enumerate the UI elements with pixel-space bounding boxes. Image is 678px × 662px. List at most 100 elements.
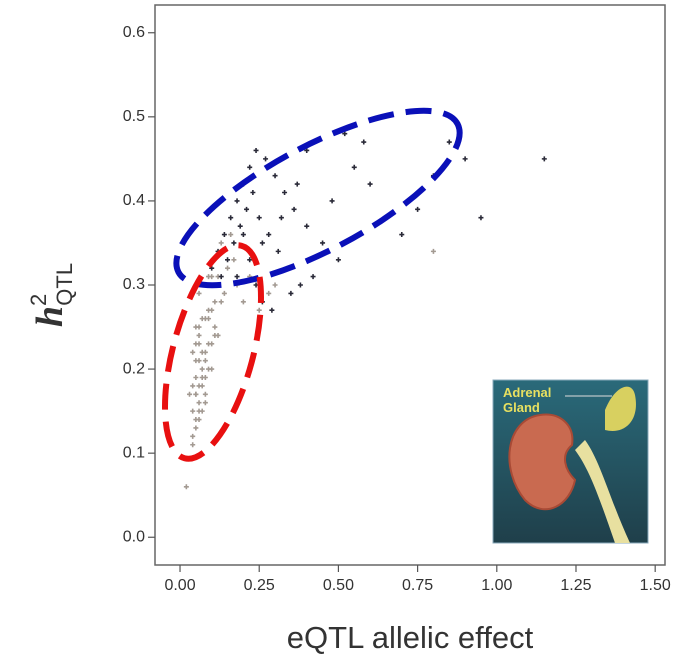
- x-tick-label: 0.50: [323, 577, 354, 594]
- point: [272, 173, 278, 179]
- point: [196, 324, 202, 330]
- point: [430, 248, 436, 254]
- point: [193, 417, 199, 423]
- y-tick-label: 0.6: [123, 24, 145, 41]
- point: [259, 240, 265, 246]
- point: [278, 215, 284, 221]
- point: [244, 206, 250, 212]
- point: [212, 324, 218, 330]
- point: [269, 307, 275, 313]
- point: [193, 425, 199, 431]
- y-label-sub: QTL: [52, 263, 77, 306]
- point: [228, 215, 234, 221]
- point: [478, 215, 484, 221]
- point: [272, 282, 278, 288]
- point: [218, 299, 224, 305]
- point: [247, 257, 253, 263]
- point: [399, 232, 405, 238]
- point: [288, 290, 294, 296]
- point: [199, 366, 205, 372]
- point: [183, 484, 189, 490]
- point: [367, 181, 373, 187]
- point: [221, 290, 227, 296]
- point: [361, 139, 367, 145]
- point: [196, 332, 202, 338]
- point: [351, 164, 357, 170]
- point: [250, 190, 256, 196]
- point: [446, 139, 452, 145]
- cluster-ellipse-blue: [173, 107, 463, 289]
- point: [253, 147, 259, 153]
- kidney: [508, 413, 577, 511]
- point: [263, 156, 269, 162]
- point: [240, 232, 246, 238]
- point: [304, 223, 310, 229]
- point: [196, 341, 202, 347]
- y-tick-label: 0.0: [123, 528, 145, 545]
- point: [266, 290, 272, 296]
- inset-image: Adrenal Gland: [492, 379, 649, 544]
- point: [234, 198, 240, 204]
- point: [275, 248, 281, 254]
- x-tick-label: 0.75: [402, 577, 433, 594]
- x-tick-label: 0.00: [164, 577, 195, 594]
- point: [206, 316, 212, 322]
- y-label-base: h: [29, 306, 71, 327]
- point: [225, 265, 231, 271]
- point: [209, 274, 215, 280]
- point: [247, 164, 253, 170]
- y-axis-label: h2QTL: [26, 263, 77, 327]
- point: [541, 156, 547, 162]
- point: [231, 240, 237, 246]
- point: [335, 257, 341, 263]
- point: [256, 307, 262, 313]
- point: [196, 290, 202, 296]
- point: [190, 349, 196, 355]
- point: [190, 433, 196, 439]
- point: [342, 131, 348, 137]
- y-tick-label: 0.3: [123, 276, 145, 293]
- point: [202, 400, 208, 406]
- x-tick-label: 0.25: [244, 577, 275, 594]
- point: [310, 274, 316, 280]
- inset-label: Adrenal: [503, 385, 551, 400]
- point: [297, 282, 303, 288]
- point: [218, 274, 224, 280]
- cluster-ellipse-red: [162, 242, 264, 462]
- point: [215, 332, 221, 338]
- point: [202, 349, 208, 355]
- point: [304, 147, 310, 153]
- point: [462, 156, 468, 162]
- x-tick-label: 1.25: [560, 577, 591, 594]
- x-axis-label: eQTL allelic effect: [287, 620, 534, 655]
- point: [196, 408, 202, 414]
- point: [240, 299, 246, 305]
- x-tick-label: 1.50: [640, 577, 671, 594]
- point: [294, 181, 300, 187]
- point: [225, 257, 231, 263]
- point: [193, 374, 199, 380]
- x-tick-label: 1.00: [481, 577, 512, 594]
- point: [415, 206, 421, 212]
- point: [329, 198, 335, 204]
- point: [291, 206, 297, 212]
- point: [212, 299, 218, 305]
- y-tick-label: 0.5: [123, 108, 145, 125]
- point: [209, 341, 215, 347]
- points: [183, 131, 547, 490]
- point: [196, 400, 202, 406]
- point: [266, 232, 272, 238]
- inset-label: Gland: [503, 400, 540, 415]
- y-tick-label: 0.1: [123, 444, 145, 461]
- ureter: [575, 440, 630, 543]
- point: [199, 383, 205, 389]
- point: [234, 274, 240, 280]
- point: [190, 383, 196, 389]
- point: [209, 366, 215, 372]
- point: [202, 358, 208, 364]
- point: [228, 232, 234, 238]
- point: [282, 190, 288, 196]
- y-label-sup: 2: [26, 294, 51, 306]
- y-tick-label: 0.2: [123, 360, 145, 377]
